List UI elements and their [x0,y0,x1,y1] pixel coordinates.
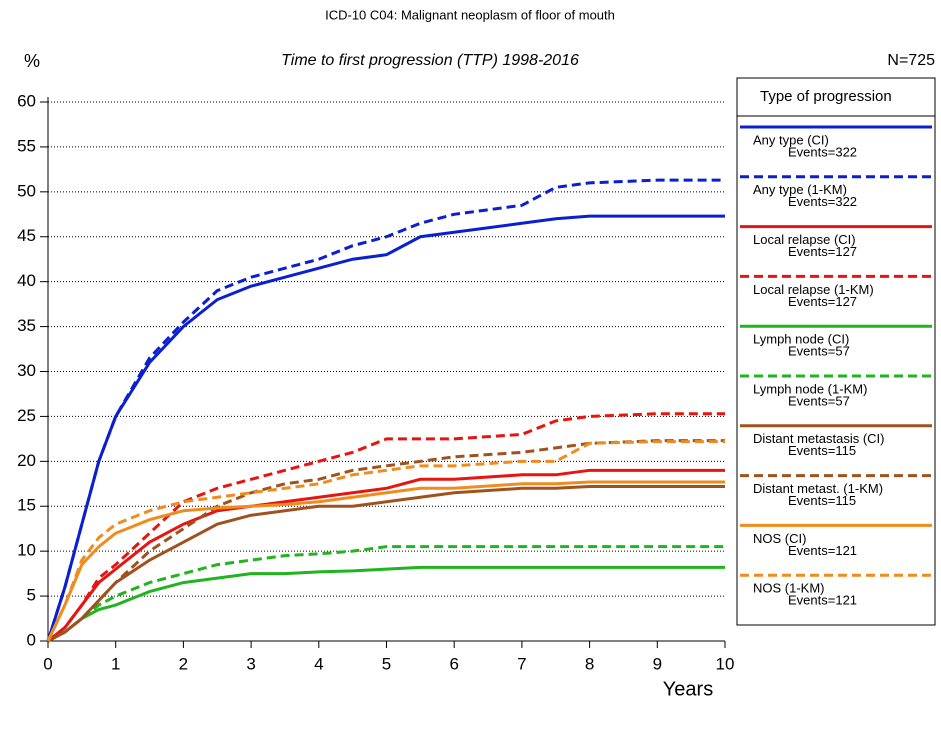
legend-events: Events=115 [788,443,856,458]
legend-events: Events=115 [788,493,856,508]
y-tick-label: 35 [17,316,36,335]
chart-title: ICD-10 C04: Malignant neoplasm of floor … [325,7,615,22]
y-tick-label: 55 [17,136,36,155]
legend-events: Events=127 [788,294,857,309]
y-tick-label: 25 [17,406,36,425]
series-line [47,565,725,643]
legend-events: Events=121 [788,593,857,608]
series-line [47,545,725,643]
y-tick-label: 0 [27,630,36,649]
legend-events: Events=121 [788,543,857,558]
legend-title: Type of progression [760,88,892,105]
legend-label: NOS (CI) [753,531,806,546]
y-tick-label: 15 [17,496,36,515]
y-tick-label: 30 [17,361,36,380]
series-line [46,440,725,642]
legend-events: Events=57 [788,393,850,408]
y-tick-label: 20 [17,451,36,470]
x-tick-label: 2 [179,654,188,673]
x-tick-label: 1 [111,654,120,673]
series-line [46,214,725,642]
y-tick-label: 5 [27,586,36,605]
y-axis-label: % [24,51,40,71]
legend-label: Lymph node (1-KM) [753,381,867,396]
legend-label: Distant metastasis (CI) [753,431,884,446]
series-line [46,178,725,642]
x-tick-label: 5 [382,654,391,673]
x-tick-label: 9 [653,654,662,673]
y-tick-label: 60 [17,91,36,110]
series-line [47,412,725,643]
x-tick-label: 7 [517,654,526,673]
series-line [47,484,725,643]
legend-events: Events=127 [788,244,857,259]
legend-label: Local relapse (CI) [753,232,856,247]
y-tick-label: 45 [17,226,36,245]
legend-events: Events=322 [788,144,857,159]
x-tick-label: 0 [43,654,52,673]
y-tick-label: 50 [17,181,36,200]
x-tick-label: 10 [716,654,735,673]
series-line [46,480,725,642]
x-tick-label: 4 [314,654,323,673]
x-tick-label: 3 [246,654,255,673]
legend-box [736,77,936,626]
y-tick-label: 40 [17,271,36,290]
legend-label: Lymph node (CI) [753,332,849,347]
series-line [47,468,725,643]
chart-subtitle: Time to first progression (TTP) 1998-201… [281,52,579,69]
legend-events: Events=322 [788,194,857,209]
y-tick-label: 10 [17,541,36,560]
x-tick-label: 6 [449,654,458,673]
legend-label: Any type (1-KM) [753,182,847,197]
x-axis-label: Years [663,678,713,700]
x-tick-label: 8 [585,654,594,673]
legend-label: NOS (1-KM) [753,581,825,596]
n-label: N=725 [887,52,935,69]
legend-label: Any type (CI) [753,132,829,147]
legend-events: Events=57 [788,344,850,359]
legend-label: Distant metast. (1-KM) [753,481,883,496]
legend-label: Local relapse (1-KM) [753,282,874,297]
